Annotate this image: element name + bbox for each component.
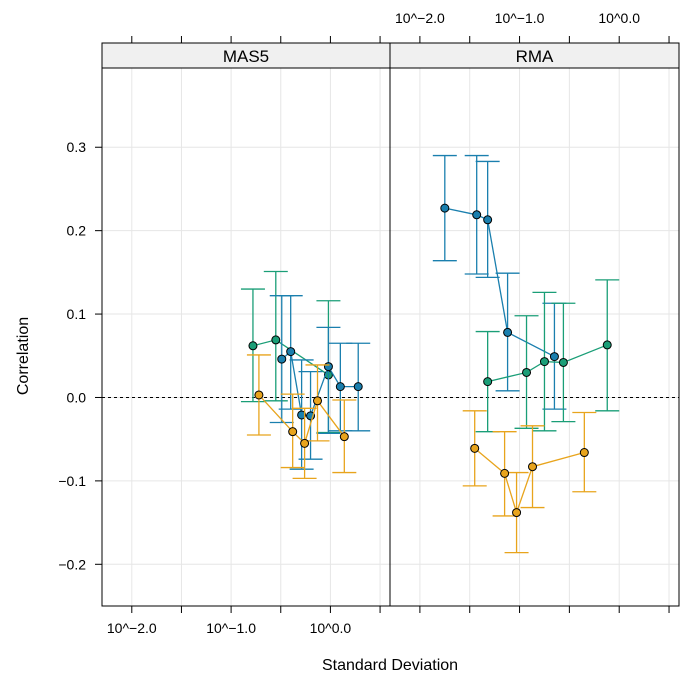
- data-point: [500, 468, 510, 478]
- data-point: [503, 327, 513, 337]
- series-layer: [240, 154, 620, 554]
- x-tick-label: 10^0.0: [310, 620, 352, 636]
- data-point: [335, 382, 345, 392]
- panel-frame: [389, 67, 680, 607]
- data-point: [483, 377, 493, 387]
- data-point: [512, 508, 522, 518]
- strip-background: [389, 42, 680, 69]
- y-tick-label: −0.2: [58, 556, 86, 572]
- data-point: [339, 432, 349, 442]
- strip-label: RMA: [516, 47, 554, 66]
- y-tick-label: 0.2: [67, 223, 87, 239]
- data-point: [483, 215, 493, 225]
- data-point: [528, 462, 538, 472]
- data-point: [288, 427, 298, 437]
- frame-layer: [101, 67, 680, 607]
- strip-background: [101, 42, 391, 69]
- data-point: [549, 352, 559, 362]
- y-tick-label: 0.3: [67, 139, 87, 155]
- data-point: [277, 354, 287, 364]
- data-point: [297, 410, 307, 420]
- strip-label: MAS5: [223, 47, 269, 66]
- data-point: [254, 390, 264, 400]
- y-axis-title: Correlation: [15, 317, 32, 395]
- data-point: [539, 357, 549, 367]
- y-tick-label: −0.1: [58, 473, 86, 489]
- x-tick-label: 10^−2.0: [107, 620, 157, 636]
- panel-frame: [101, 67, 391, 607]
- x-tick-label-top: 10^−1.0: [495, 10, 545, 26]
- data-point: [522, 367, 532, 377]
- data-point: [602, 340, 612, 350]
- data-point: [323, 362, 333, 372]
- data-point: [440, 203, 450, 213]
- grid-layer: [102, 68, 679, 606]
- data-point: [300, 438, 310, 448]
- x-tick-label-top: 10^−2.0: [395, 10, 445, 26]
- data-point: [286, 347, 296, 357]
- data-point: [271, 335, 281, 345]
- data-point: [558, 357, 568, 367]
- data-point: [353, 382, 363, 392]
- y-tick-label: 0.0: [67, 389, 87, 405]
- x-axis-title: Standard Deviation: [322, 657, 458, 674]
- x-tick-label-top: 10^0.0: [598, 10, 640, 26]
- strip-layer: MAS5 RMA: [101, 42, 680, 69]
- data-point: [472, 210, 482, 220]
- data-point: [470, 443, 480, 453]
- x-tick-label: 10^−1.0: [206, 620, 256, 636]
- axis-layer: 10^−2.0 10^−1.0 10^0.0 10^−2.0 10^−1.0 10^0.0…: [58, 10, 670, 636]
- data-point: [579, 448, 589, 458]
- data-point: [313, 396, 323, 406]
- y-tick-label: 0.1: [67, 306, 87, 322]
- data-point: [248, 341, 258, 351]
